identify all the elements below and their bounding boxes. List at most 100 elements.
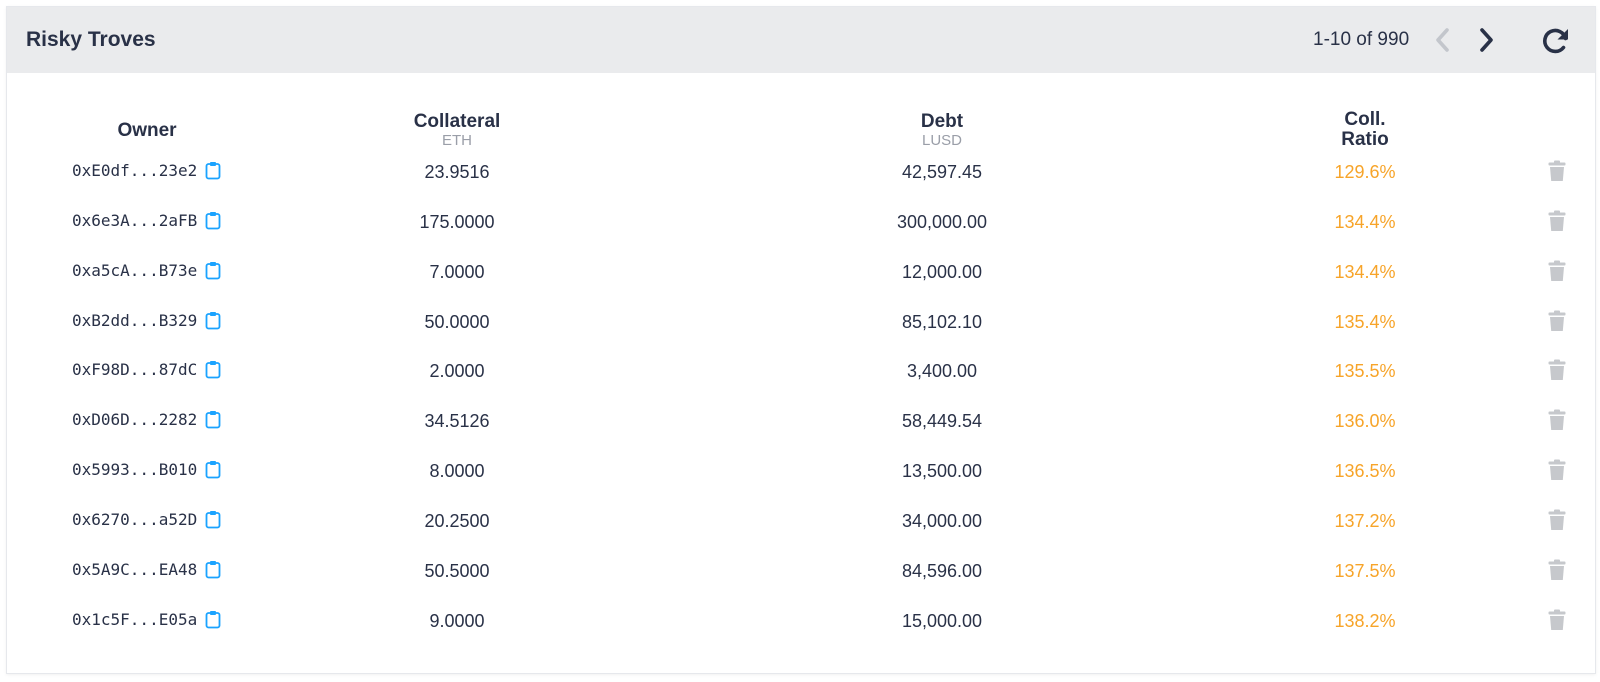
collateral-value: 23.9516 <box>424 162 490 182</box>
table-row: 0xD06D...2282 34.5126 58,449.54 136.0% <box>7 408 1595 458</box>
liquidate-button[interactable] <box>1545 209 1569 233</box>
trash-icon <box>1548 459 1566 481</box>
owner-address: 0x6270...a52D <box>72 509 198 529</box>
copy-address-button[interactable] <box>205 161 223 181</box>
collateral-header-label: Collateral <box>413 111 501 132</box>
refresh-button[interactable] <box>1539 24 1573 58</box>
collateral-unit-label: ETH <box>442 132 472 149</box>
collateral-value: 7.0000 <box>429 261 485 282</box>
copy-address-button[interactable] <box>205 410 223 430</box>
debt-value: 12,000.00 <box>901 261 983 282</box>
clipboard-icon <box>205 361 221 379</box>
liquidate-button[interactable] <box>1545 558 1569 582</box>
previous-page-button[interactable] <box>1427 25 1457 55</box>
coll-ratio-value: 137.2% <box>1334 510 1396 531</box>
collateral-value: 20.2500 <box>424 510 490 531</box>
owner-address: 0x6e3A...2aFB <box>72 210 198 230</box>
collateral-value: 34.5126 <box>424 411 490 432</box>
copy-address-button[interactable] <box>205 560 223 580</box>
column-header-debt: Debt LUSD <box>842 112 1042 150</box>
collateral-value: 50.0000 <box>424 311 490 332</box>
table-row: 0xa5cA...B73e 7.0000 12,000.00 134.4% <box>7 259 1595 309</box>
risky-troves-panel: Risky Troves 1-10 of 990 Owner Collatera… <box>6 6 1596 674</box>
copy-address-button[interactable] <box>205 211 223 231</box>
trash-icon <box>1548 509 1566 530</box>
liquidate-button[interactable] <box>1545 309 1569 333</box>
copy-address-button[interactable] <box>205 360 223 380</box>
coll-ratio-value: 135.4% <box>1334 311 1396 332</box>
copy-address-button[interactable] <box>205 510 223 530</box>
debt-value: 300,000.00 <box>896 211 988 232</box>
table-row: 0xF98D...87dC 2.0000 3,400.00 135.5% <box>7 358 1595 408</box>
debt-value: 15,000.00 <box>901 610 983 631</box>
table-row: 0x6e3A...2aFB 175.0000 300,000.00 134.4% <box>7 209 1595 259</box>
owner-address: 0xB2dd...B329 <box>72 310 198 330</box>
liquidate-button[interactable] <box>1545 259 1569 283</box>
copy-address-button[interactable] <box>205 460 223 480</box>
coll-ratio-value: 137.5% <box>1334 560 1396 581</box>
debt-value: 34,000.00 <box>901 510 983 531</box>
coll-ratio-value: 136.0% <box>1334 411 1396 432</box>
trash-icon <box>1548 160 1566 181</box>
coll-ratio-value: 136.5% <box>1334 461 1396 482</box>
trash-icon <box>1548 310 1566 331</box>
table-row: 0x6270...a52D 20.2500 34,000.00 137.2% <box>7 508 1595 558</box>
trash-icon <box>1548 210 1566 231</box>
pagination-label: 1-10 of 990 <box>1313 29 1410 50</box>
chevron-right-icon <box>1480 28 1493 52</box>
clipboard-icon <box>205 610 221 629</box>
debt-value: 42,597.45 <box>901 162 983 182</box>
liquidate-button[interactable] <box>1545 358 1569 382</box>
ratio-header-line1: Coll. <box>1344 109 1386 130</box>
debt-value: 3,400.00 <box>906 361 978 382</box>
debt-value: 13,500.00 <box>901 461 983 482</box>
copy-address-button[interactable] <box>205 261 223 281</box>
ratio-header-line2: Ratio <box>1341 129 1389 150</box>
clipboard-icon <box>205 162 221 180</box>
owner-address: 0xF98D...87dC <box>72 360 198 380</box>
clipboard-icon <box>205 411 221 429</box>
table-row: 0x1c5F...E05a 9.0000 15,000.00 138.2% <box>7 608 1595 658</box>
table-row: 0xB2dd...B329 50.0000 85,102.10 135.4% <box>7 309 1595 359</box>
trash-icon <box>1548 559 1566 580</box>
owner-address: 0x5993...B010 <box>72 460 198 480</box>
chevron-left-icon <box>1436 28 1449 52</box>
column-header-owner: Owner <box>47 121 247 141</box>
next-page-button[interactable] <box>1472 25 1502 55</box>
owner-address: 0xE0df...23e2 <box>72 161 198 180</box>
panel-header: Risky Troves 1-10 of 990 <box>7 7 1595 73</box>
owner-address: 0xD06D...2282 <box>72 410 198 430</box>
collateral-value: 175.0000 <box>419 211 495 232</box>
copy-address-button[interactable] <box>205 610 223 630</box>
debt-value: 84,596.00 <box>901 560 983 581</box>
debt-value: 85,102.10 <box>901 311 983 332</box>
collateral-value: 50.5000 <box>424 560 490 581</box>
clipboard-icon <box>205 510 221 529</box>
table-row: 0xE0df...23e2 23.9516 42,597.45 129.6% <box>7 159 1595 209</box>
coll-ratio-value: 134.4% <box>1334 261 1396 282</box>
owner-address: 0x1c5F...E05a <box>72 609 198 629</box>
coll-ratio-value: 134.4% <box>1334 211 1396 232</box>
trash-icon <box>1548 609 1566 630</box>
clipboard-icon <box>205 311 221 329</box>
liquidate-button[interactable] <box>1545 458 1569 482</box>
liquidate-button[interactable] <box>1545 159 1569 183</box>
clipboard-icon <box>205 461 221 479</box>
collateral-value: 9.0000 <box>429 610 485 631</box>
liquidate-button[interactable] <box>1545 608 1569 632</box>
coll-ratio-value: 135.5% <box>1334 361 1396 382</box>
clipboard-icon <box>205 261 221 280</box>
trash-icon <box>1548 409 1566 431</box>
trash-icon <box>1548 260 1566 281</box>
table-row: 0x5A9C...EA48 50.5000 84,596.00 137.5% <box>7 558 1595 608</box>
debt-value: 58,449.54 <box>901 411 983 432</box>
coll-ratio-value: 138.2% <box>1334 610 1396 631</box>
collateral-value: 2.0000 <box>429 361 485 382</box>
liquidate-button[interactable] <box>1545 508 1569 532</box>
owner-address: 0xa5cA...B73e <box>72 260 198 280</box>
table-row: 0x5993...B010 8.0000 13,500.00 136.5% <box>7 458 1595 508</box>
owner-header-label: Owner <box>117 120 177 141</box>
copy-address-button[interactable] <box>205 311 223 331</box>
clipboard-icon <box>205 560 221 579</box>
liquidate-button[interactable] <box>1545 408 1569 432</box>
